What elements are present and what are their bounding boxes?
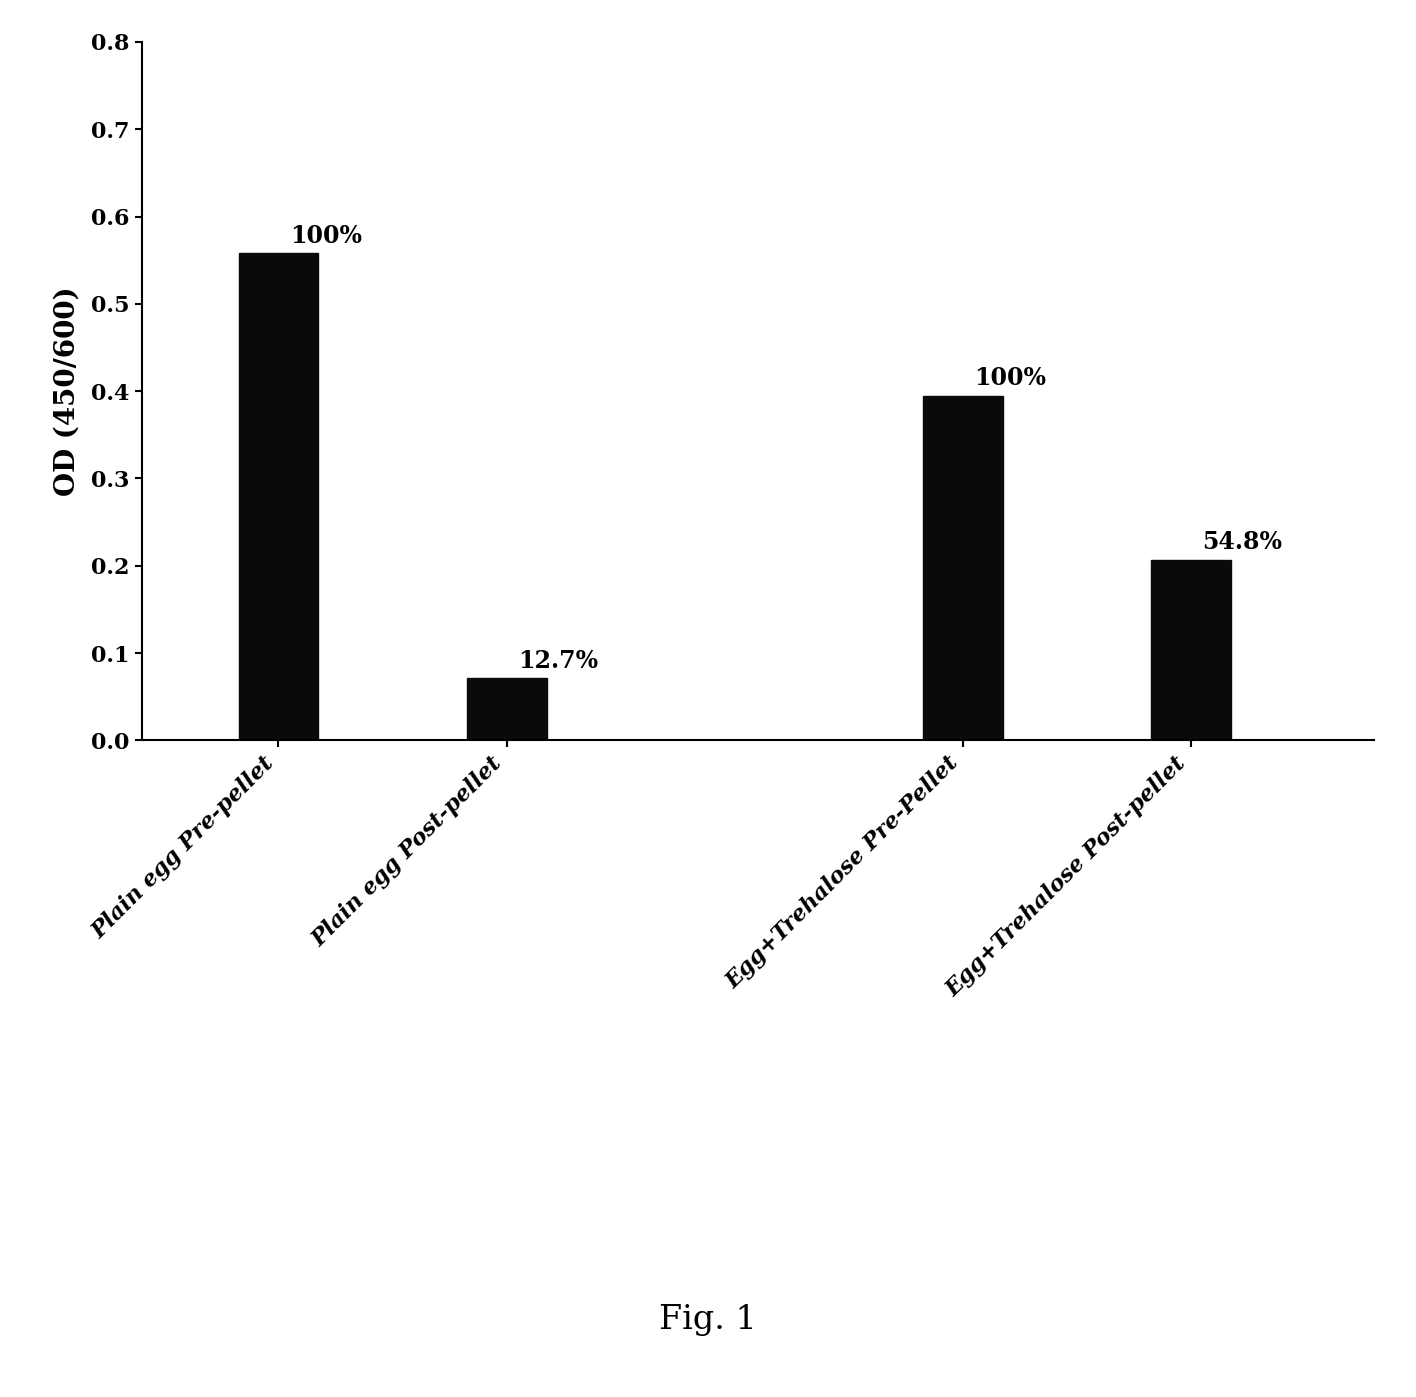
Bar [1151,560,1231,740]
Text: 54.8%: 54.8% [1202,531,1283,555]
Bar [238,253,319,740]
Bar [923,395,1003,740]
Text: 12.7%: 12.7% [518,650,598,673]
Text: Fig. 1: Fig. 1 [658,1305,758,1336]
Text: 100%: 100% [290,224,362,249]
Text: 100%: 100% [974,366,1046,390]
Y-axis label: OD (450/600): OD (450/600) [54,286,81,496]
Bar [467,679,547,740]
